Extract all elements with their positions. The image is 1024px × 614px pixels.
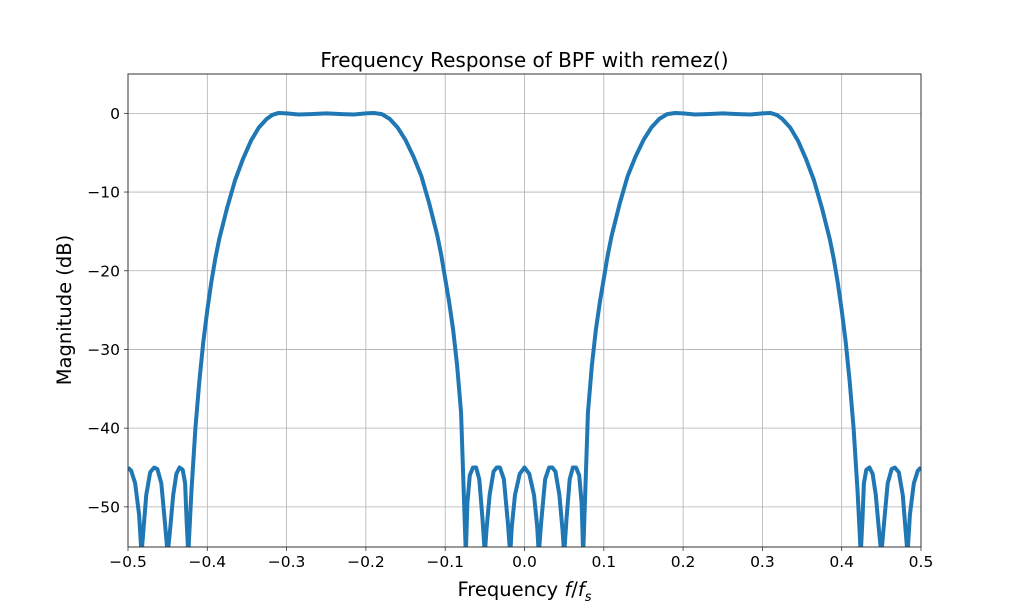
y-tick-label: −20 bbox=[87, 262, 120, 280]
plot-area bbox=[127, 73, 922, 548]
y-axis: 0 −10 −20 −30 −40 −50 bbox=[87, 105, 128, 516]
grid-lines bbox=[127, 74, 922, 547]
x-tick-label: −0.5 bbox=[109, 553, 147, 571]
x-tick-label: −0.1 bbox=[426, 553, 464, 571]
x-axis-label-fs: f bbox=[578, 578, 588, 601]
x-tick-label: 0.5 bbox=[909, 553, 934, 571]
x-tick-label: −0.2 bbox=[347, 553, 385, 571]
x-axis: −0.5 −0.4 −0.3 −0.2 −0.1 0.0 0.1 0.2 0.3 0.4 0.5 bbox=[109, 547, 933, 571]
x-axis-label-subscript: s bbox=[585, 590, 592, 605]
chart-title: Frequency Response of BPF with remez() bbox=[320, 48, 728, 72]
y-tick-label: −10 bbox=[87, 184, 120, 202]
y-tick-label: 0 bbox=[110, 105, 120, 123]
x-tick-label: −0.3 bbox=[268, 553, 306, 571]
x-tick-label: 0.4 bbox=[829, 553, 854, 571]
x-tick-label: −0.4 bbox=[188, 553, 226, 571]
x-tick-label: 0.0 bbox=[512, 553, 537, 571]
x-axis-label: Frequency f/fs bbox=[457, 578, 591, 605]
frequency-response-line bbox=[128, 110, 921, 547]
x-axis-label-f: f bbox=[564, 578, 574, 601]
y-tick-label: −50 bbox=[87, 498, 120, 516]
x-axis-label-slash: / bbox=[571, 578, 578, 601]
y-axis-label: Magnitude (dB) bbox=[53, 235, 76, 385]
x-tick-label: 0.3 bbox=[750, 553, 775, 571]
data-series bbox=[128, 110, 921, 547]
x-tick-label: 0.1 bbox=[591, 553, 616, 571]
y-tick-label: −30 bbox=[87, 341, 120, 359]
y-tick-label: −40 bbox=[87, 420, 120, 438]
x-axis-label-prefix: Frequency bbox=[457, 578, 564, 601]
x-tick-label: 0.2 bbox=[671, 553, 696, 571]
